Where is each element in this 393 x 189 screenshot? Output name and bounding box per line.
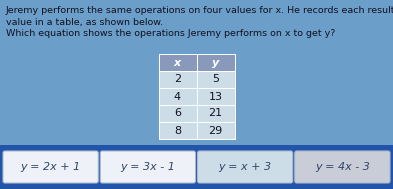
Text: x: x [174,57,181,67]
Text: 29: 29 [208,125,222,136]
Text: y = 4x - 3: y = 4x - 3 [315,162,370,172]
Text: Which equation shows the operations Jeremy performs on x to get y?: Which equation shows the operations Jere… [6,29,335,38]
Text: y: y [212,57,219,67]
Bar [0,145,393,189]
Text: 4: 4 [174,91,181,101]
Text: 6: 6 [174,108,181,119]
Bar [196,88,235,105]
Text: 8: 8 [174,125,181,136]
FancyBboxPatch shape [3,151,98,183]
Text: y = 3x - 1: y = 3x - 1 [120,162,175,172]
Bar [0,0,393,145]
Bar [158,71,196,88]
Bar [158,88,196,105]
Bar [196,105,235,122]
Text: 2: 2 [174,74,181,84]
Bar [158,105,196,122]
Bar [196,71,235,88]
FancyBboxPatch shape [295,151,390,183]
Text: value in a table, as shown below.: value in a table, as shown below. [6,18,163,27]
Text: 21: 21 [208,108,222,119]
Text: y = 2x + 1: y = 2x + 1 [20,162,81,172]
Text: 5: 5 [212,74,219,84]
Bar [196,122,235,139]
Text: 13: 13 [209,91,222,101]
Bar [158,54,196,71]
FancyBboxPatch shape [198,151,293,183]
Bar [158,122,196,139]
Bar [196,54,235,71]
FancyBboxPatch shape [100,151,195,183]
Text: y = x + 3: y = x + 3 [219,162,272,172]
Text: Jeremy performs the same operations on four values for x. He records each result: Jeremy performs the same operations on f… [6,6,393,15]
